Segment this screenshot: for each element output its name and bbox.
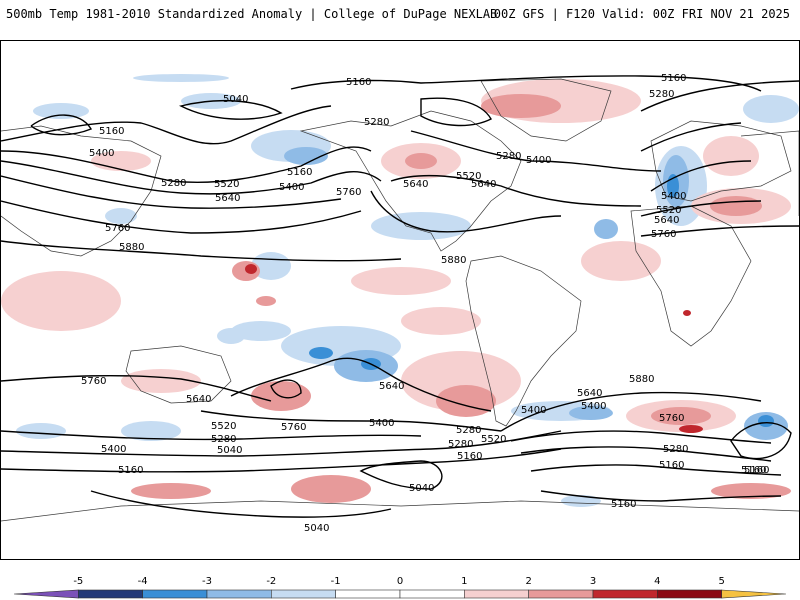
australia-coast: [125, 345, 232, 404]
contour-label: 5520: [481, 434, 506, 445]
contour-label: 5160: [457, 451, 482, 462]
contour-label: 5040: [223, 94, 248, 105]
color-legend: -5 -4 -3 -2 -1 0 1 2 3 4 5: [0, 568, 800, 600]
legend-tick-label: 5: [718, 576, 724, 587]
contour-label: 5280: [456, 425, 481, 436]
contour-label: 5400: [581, 401, 606, 412]
contour-label: 5640: [403, 179, 428, 190]
legend-tick-label: 1: [461, 576, 467, 587]
anomaly-map: 5160 5040 5160 5400 5280 5520 5640 5760 …: [0, 40, 800, 560]
contour-label: 5640: [471, 179, 496, 190]
contour-label: 5280: [496, 151, 521, 162]
contour-label: 5400: [521, 405, 546, 416]
contour-label: 5280: [211, 434, 236, 445]
contour-label: 5400: [279, 182, 304, 193]
legend-swatch: [335, 589, 401, 599]
legend-tick-label: -3: [202, 576, 212, 587]
contour-label: 5400: [661, 191, 686, 202]
asia-east-coast: [740, 130, 799, 216]
contour-label: 5040: [304, 523, 329, 534]
contour-label: 5640: [379, 381, 404, 392]
height-contours: [1, 75, 799, 518]
legend-tick-label: 2: [525, 576, 531, 587]
legend-swatch: [13, 589, 79, 599]
title-bar: 500mb Temp 1981-2010 Standardized Anomal…: [0, 0, 800, 40]
legend-swatch: [271, 589, 336, 599]
positive-anomaly-shading: [1, 79, 791, 503]
legend-swatch: [78, 589, 143, 599]
contour-label: 5280: [649, 89, 674, 100]
legend-colorbar: -5 -4 -3 -2 -1 0 1 2 3 4 5: [13, 576, 787, 599]
legend-tick-label: -4: [138, 576, 148, 587]
map-canvas: 5160 5040 5160 5400 5280 5520 5640 5760 …: [1, 73, 799, 534]
contour-label: 5640: [215, 193, 240, 204]
contour-label: 5880: [441, 255, 466, 266]
contour-label: 5640: [654, 215, 679, 226]
contour-label: 5160: [118, 465, 143, 476]
contour-label: 5640: [186, 394, 211, 405]
map-title: 500mb Temp 1981-2010 Standardized Anomal…: [6, 7, 498, 21]
contour-label: 5880: [629, 374, 654, 385]
legend-swatch: [142, 589, 208, 599]
contour-label: 5280: [663, 444, 688, 455]
contour-labels: 5160 5040 5160 5400 5280 5520 5640 5760 …: [81, 73, 769, 534]
contour-label: 5760: [281, 422, 306, 433]
contour-label: 5880: [119, 242, 144, 253]
legend-tick-label: 4: [654, 576, 660, 587]
legend-tick-label: -5: [73, 576, 83, 587]
contour-label: 5040: [217, 445, 242, 456]
contour-label: 5280: [448, 439, 473, 450]
contour-label: 5400: [369, 418, 394, 429]
contour-label: 5160: [741, 465, 766, 476]
contour-label: 5760: [336, 187, 361, 198]
north-america-coast: [299, 110, 522, 252]
legend-swatch: [657, 589, 722, 599]
contour-label: 5520: [456, 171, 481, 182]
contour-label: 5400: [526, 155, 551, 166]
south-america-coast: [465, 255, 582, 427]
legend-tick-label: 0: [397, 576, 403, 587]
contour-label: 5760: [651, 229, 676, 240]
contour-label: 5160: [661, 73, 686, 84]
contour-label: 5400: [89, 148, 114, 159]
legend-swatch: [399, 589, 465, 599]
contour-label: 5640: [577, 388, 602, 399]
greenland-coast: [480, 78, 612, 142]
legend-swatch: [592, 589, 658, 599]
legend-tick-label: -2: [266, 576, 276, 587]
contour-label: 5160: [287, 167, 312, 178]
contour-label: 5040: [409, 483, 434, 494]
legend-swatch: [206, 589, 272, 599]
contour-label: 5400: [101, 444, 126, 455]
legend-swatch: [528, 589, 594, 599]
legend-tick-label: -1: [331, 576, 341, 587]
legend-swatch: [721, 589, 787, 599]
contour-label: 5160: [611, 499, 636, 510]
contour-label: 5280: [364, 117, 389, 128]
contour-label: 5760: [81, 376, 106, 387]
contour-label: 5160: [659, 460, 684, 471]
contour-label: 5280: [161, 178, 186, 189]
contour-label: 5520: [656, 205, 681, 216]
contour-label: 5160: [744, 465, 769, 476]
contour-label: 5760: [659, 413, 684, 424]
contour-label: 5160: [99, 126, 124, 137]
model-run-info: 00Z GFS | F120 Valid: 00Z FRI NOV 21 202…: [493, 7, 790, 21]
contour-label: 5760: [105, 223, 130, 234]
contour-label: 5520: [214, 179, 239, 190]
contour-label: 5160: [346, 77, 371, 88]
negative-anomaly-shading: [16, 74, 799, 507]
asia-coast: [1, 125, 162, 257]
antarctica-coast: [1, 500, 799, 522]
legend-tick-label: 3: [590, 576, 596, 587]
africa-coast: [630, 205, 752, 347]
legend-swatch: [464, 589, 529, 599]
contour-label: 5520: [211, 421, 236, 432]
